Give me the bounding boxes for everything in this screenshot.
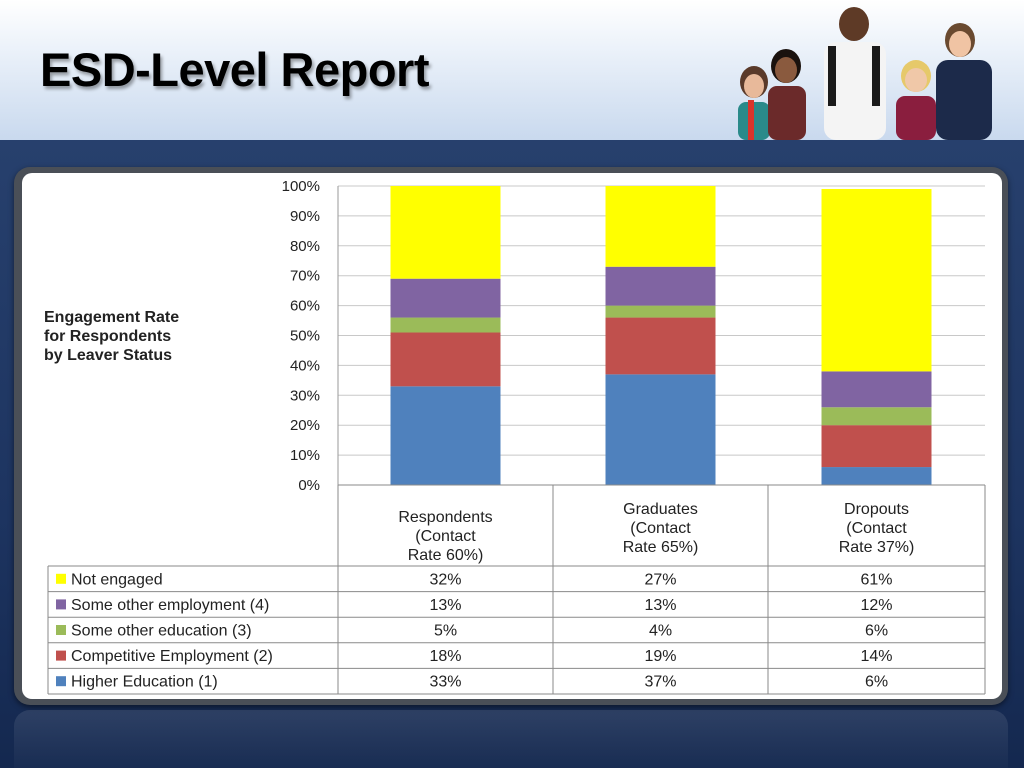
data-label: 4%: [649, 623, 672, 640]
data-label: 37%: [644, 674, 676, 691]
bar-segment: [605, 317, 716, 375]
bar-segment: [390, 332, 501, 387]
data-label: 13%: [644, 597, 676, 614]
y-tick-label: 70%: [290, 268, 320, 285]
category-label: (Contact: [630, 520, 691, 537]
bar-segment: [821, 407, 932, 426]
bar-segment: [390, 317, 501, 333]
y-tick-label: 80%: [290, 238, 320, 255]
data-label: 12%: [860, 597, 892, 614]
legend-entry: Not engaged: [71, 571, 163, 588]
y-tick-label: 0%: [298, 477, 320, 494]
student-figure: [738, 66, 770, 140]
bar-segment: [821, 371, 932, 408]
y-tick-label: 20%: [290, 417, 320, 434]
panel-reflection: [14, 710, 1008, 768]
data-label: 6%: [865, 623, 888, 640]
student-figure: [936, 23, 992, 140]
y-tick-label: 30%: [290, 387, 320, 404]
bar-segment: [821, 188, 932, 372]
bar-segment: [821, 467, 932, 485]
legend-entry: Some other education (3): [71, 623, 252, 640]
legend-entry: Competitive Employment (2): [71, 648, 273, 665]
legend-entry: Higher Education (1): [71, 674, 218, 691]
legend-entry: Some other employment (4): [71, 597, 269, 614]
bar-segment: [390, 386, 501, 485]
data-label: 19%: [644, 648, 676, 665]
chart-title-line: Engagement Rate: [44, 309, 180, 326]
legend-swatch: [56, 599, 66, 610]
category-label: (Contact: [846, 520, 907, 537]
y-tick-label: 50%: [290, 328, 320, 345]
y-tick-label: 90%: [290, 208, 320, 225]
chart-title-line: by Leaver Status: [44, 347, 173, 364]
y-tick-label: 60%: [290, 298, 320, 315]
student-figure: [896, 60, 936, 140]
data-label: 27%: [644, 571, 676, 588]
legend-swatch: [56, 573, 66, 584]
student-figure: [768, 49, 806, 140]
bar-segment: [605, 266, 716, 306]
header-banner: ESD-Level Report: [0, 0, 1024, 140]
category-label: Rate 65%): [623, 539, 699, 556]
student-figure: [824, 7, 886, 140]
students-photo: [738, 7, 992, 140]
category-label: Rate 60%): [408, 547, 484, 564]
data-label: 5%: [434, 623, 457, 640]
legend-swatch: [56, 650, 66, 661]
category-label: Graduates: [623, 501, 698, 518]
legend-swatch: [56, 625, 66, 635]
data-label: 6%: [865, 674, 888, 691]
page-title: ESD-Level Report: [40, 43, 429, 96]
category-label: Dropouts: [844, 501, 909, 518]
category-label: (Contact: [415, 528, 476, 545]
bar-segment: [605, 186, 716, 267]
category-label: Respondents: [398, 509, 492, 526]
chart-title-line: for Respondents: [44, 328, 172, 345]
bar-segment: [605, 305, 716, 318]
data-label: 61%: [860, 571, 892, 588]
data-label: 33%: [429, 674, 461, 691]
y-tick-label: 100%: [282, 178, 320, 195]
category-label: Rate 37%): [839, 539, 915, 556]
data-label: 18%: [429, 648, 461, 665]
bar-segment: [821, 425, 932, 468]
bar-segment: [390, 278, 501, 318]
y-tick-label: 40%: [290, 357, 320, 374]
data-label: 14%: [860, 648, 892, 665]
data-label: 13%: [429, 597, 461, 614]
legend-swatch: [56, 676, 66, 687]
bar-segment: [605, 374, 716, 485]
y-tick-label: 10%: [290, 447, 320, 464]
data-label: 32%: [429, 571, 461, 588]
bar-segment: [390, 186, 501, 279]
chart-title: Engagement Rate for Respondents by Leave…: [44, 308, 244, 365]
